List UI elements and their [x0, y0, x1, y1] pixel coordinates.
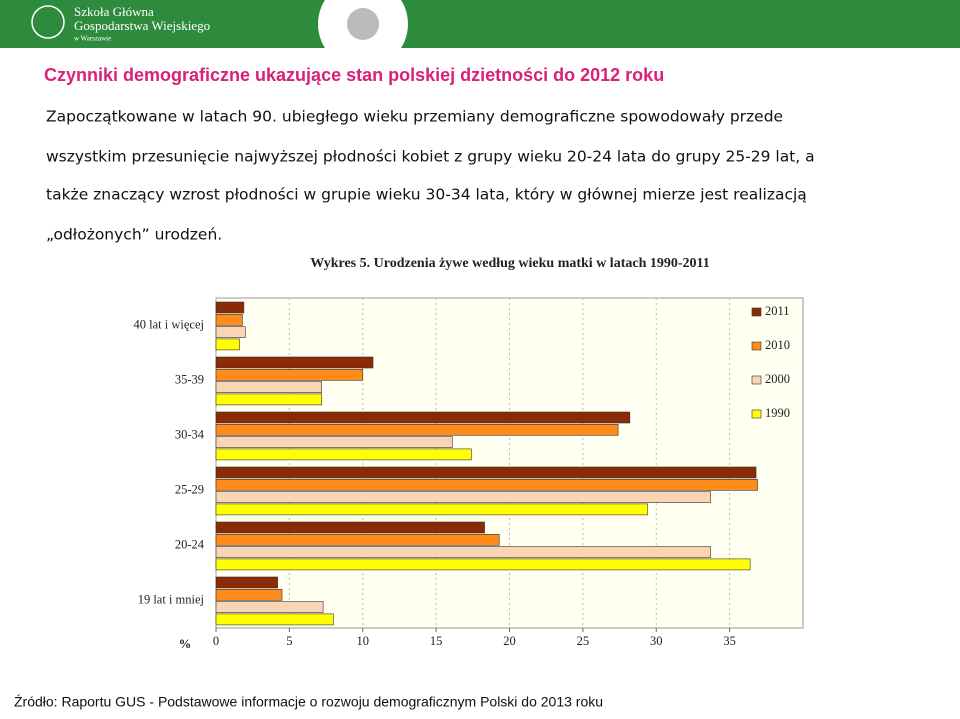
x-tick-label: 25	[577, 634, 590, 648]
bar	[215, 338, 240, 351]
bar	[215, 546, 711, 558]
y-tick-label: 30-34	[175, 427, 205, 441]
legend-swatch	[751, 341, 762, 351]
bar	[215, 601, 324, 613]
chart-title: Wykres 5. Urodzenia żywe według wieku ma…	[310, 256, 710, 271]
legend-label: 2010	[765, 338, 790, 352]
logo-dot	[347, 8, 379, 40]
school-name: w Warszawie	[74, 35, 111, 43]
bar	[215, 558, 751, 571]
bar	[215, 326, 246, 338]
paragraph-line: wszystkim przesunięcie najwyższej płodno…	[46, 148, 815, 166]
legend-label: 1990	[765, 406, 790, 420]
bar	[215, 313, 243, 326]
slide-title: Czynniki demograficzne ukazujące stan po…	[44, 65, 664, 85]
bar	[215, 423, 619, 436]
x-tick-label: 30	[650, 634, 663, 648]
bar	[215, 588, 283, 601]
y-tick-label: 19 lat i mniej	[138, 592, 204, 606]
bar	[215, 491, 711, 503]
paragraph-line: Zapoczątkowane w latach 90. ubiegłego wi…	[46, 108, 783, 126]
bar	[215, 393, 322, 406]
bar	[215, 448, 472, 461]
bar	[215, 576, 278, 589]
bar	[215, 533, 500, 546]
legend-swatch	[751, 307, 762, 317]
school-name: Gospodarstwa Wiejskiego	[74, 18, 210, 33]
bar	[215, 356, 374, 369]
bar	[215, 521, 485, 534]
legend-swatch	[751, 375, 762, 385]
bar	[215, 301, 245, 314]
source: Źródło: Raportu GUS - Podstawowe informa…	[14, 694, 603, 710]
bar	[215, 466, 757, 479]
paragraph-line: także znaczący wzrost płodności w grupie…	[46, 186, 807, 204]
x-tick-label: 0	[213, 634, 219, 648]
x-axis-label: %	[179, 637, 192, 651]
x-tick-label: 35	[723, 634, 736, 648]
x-tick-label: 10	[357, 634, 370, 648]
x-tick-label: 20	[503, 634, 516, 648]
x-tick-label: 5	[286, 634, 292, 648]
school-name: Szkoła Główna	[74, 4, 154, 19]
y-tick-label: 20-24	[175, 537, 205, 551]
bar	[215, 381, 322, 393]
legend-swatch	[751, 409, 762, 419]
x-tick-label: 15	[430, 634, 443, 648]
bar	[215, 613, 334, 626]
legend-label: 2000	[765, 372, 790, 386]
bar	[215, 411, 631, 424]
legend-label: 2011	[765, 304, 790, 318]
y-tick-label: 40 lat i więcej	[134, 317, 204, 331]
bar	[215, 368, 364, 381]
bar	[215, 436, 453, 448]
school-emblem	[31, 5, 65, 39]
bar	[215, 478, 758, 491]
header-band	[0, 0, 960, 48]
paragraph-line: „odłożonych” urodzeń.	[46, 226, 222, 244]
y-tick-label: 25-29	[175, 482, 204, 496]
bar	[215, 503, 648, 516]
y-tick-label: 35-39	[175, 372, 204, 386]
